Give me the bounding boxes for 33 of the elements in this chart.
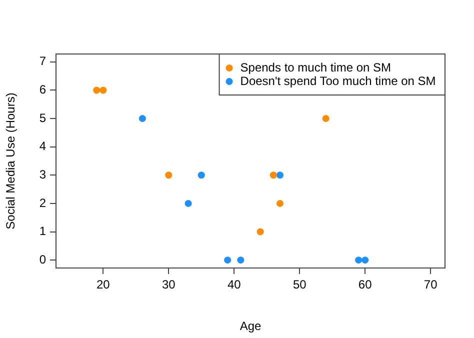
point (362, 256, 369, 264)
point (184, 200, 192, 207)
x-axis-title: Age (240, 319, 262, 334)
point (198, 172, 205, 179)
y-tick-label: 0 (39, 252, 46, 266)
point (256, 228, 264, 236)
y-tick-label: 2 (39, 196, 46, 210)
y-tick-label: 1 (39, 224, 46, 238)
x-tick-label: 30 (162, 278, 176, 292)
y-axis-title: Social Media Use (Hours) (4, 92, 18, 230)
point (93, 86, 100, 94)
x-tick-label: 60 (358, 278, 372, 292)
y-tick-label: 5 (39, 110, 46, 125)
point (270, 172, 277, 179)
y-tick-label: 3 (39, 167, 46, 182)
x-tick-label: 70 (424, 278, 438, 292)
y-tick-label: 6 (39, 82, 46, 97)
legend-label: Doesn't spend Too much time on SM (240, 74, 436, 88)
point (237, 256, 244, 264)
x-tick-label: 50 (292, 278, 307, 292)
point (322, 115, 330, 122)
point (276, 200, 284, 207)
point (165, 172, 172, 179)
y-tick-label: 4 (39, 139, 46, 154)
x-tick-label: 20 (96, 278, 110, 292)
y-tick-label: 7 (39, 54, 46, 68)
point (355, 256, 362, 264)
point (138, 115, 146, 122)
point (224, 256, 232, 264)
point (276, 172, 284, 179)
legend-label: Spends to much time on SM (240, 60, 392, 74)
point (100, 86, 107, 94)
x-tick-label: 40 (227, 278, 242, 292)
